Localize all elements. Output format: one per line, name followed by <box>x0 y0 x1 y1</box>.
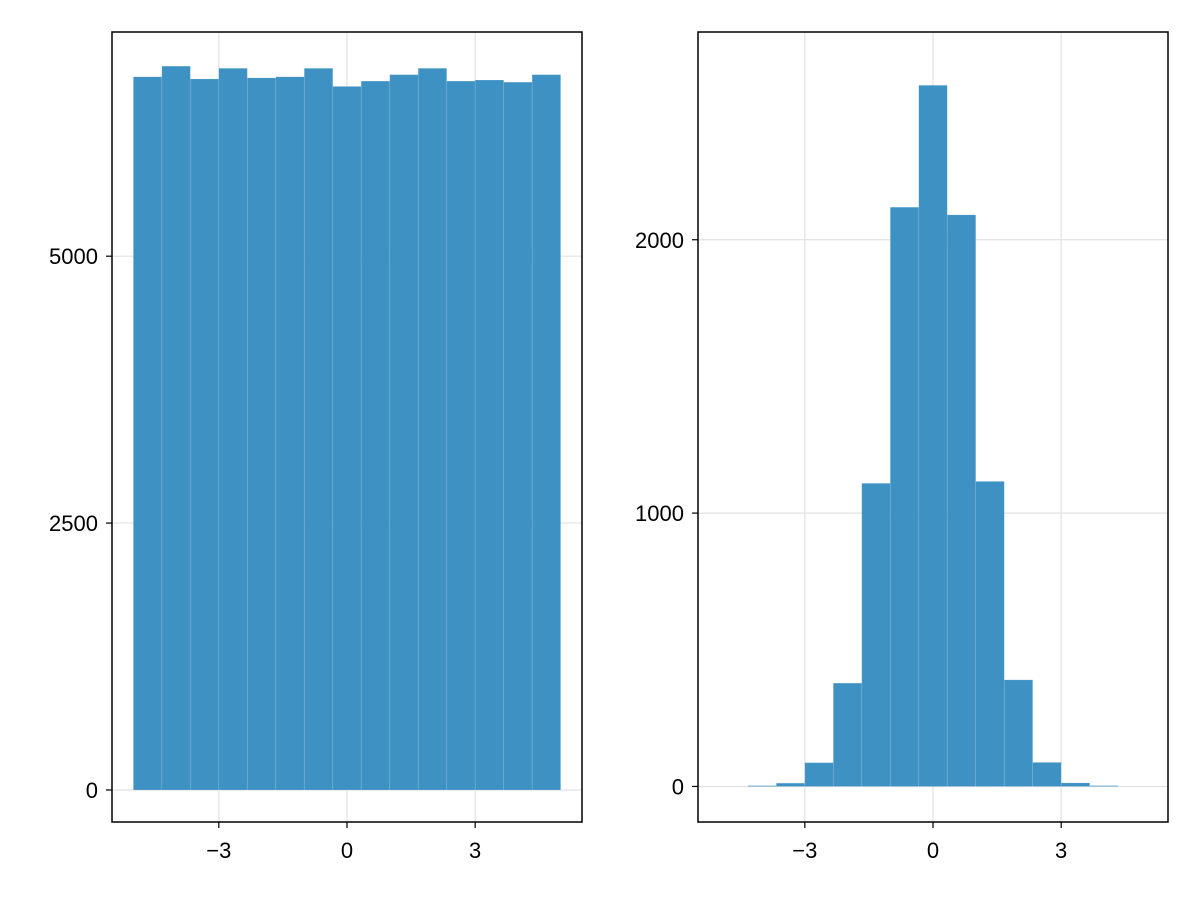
left-histogram-bar <box>161 65 191 791</box>
left-histogram-panel: −3 0 3 0 2500 5000 <box>49 31 583 863</box>
left-histogram-bar <box>275 76 305 791</box>
left-histogram-bar <box>503 81 533 791</box>
right-histogram-bar <box>946 214 977 787</box>
right-histogram-bar <box>975 480 1005 787</box>
left-histogram-y-axis: 0 2500 5000 <box>49 244 112 803</box>
right-histogram-x-tick-label: 3 <box>1055 838 1067 863</box>
left-histogram-x-tick-label: 3 <box>469 838 481 863</box>
right-histogram-bar <box>1003 679 1034 787</box>
left-histogram-bar <box>246 77 277 791</box>
left-histogram-bar <box>189 78 220 791</box>
left-histogram-bar <box>132 76 163 791</box>
left-histogram-x-tick-label: −3 <box>206 838 231 863</box>
left-histogram-bar <box>360 80 391 791</box>
right-histogram-panel: −3 0 3 0 1000 2000 <box>635 31 1169 863</box>
left-histogram-bar <box>474 79 505 791</box>
right-histogram-bar <box>775 782 806 787</box>
left-histogram-y-tick-label: 0 <box>86 778 98 803</box>
left-histogram-bar <box>531 74 562 791</box>
left-histogram-bar <box>303 67 334 791</box>
right-histogram-y-tick-label: 2000 <box>635 228 684 253</box>
right-histogram-y-axis: 0 1000 2000 <box>635 228 698 799</box>
right-histogram-bar <box>1032 762 1062 787</box>
left-histogram-x-axis: −3 0 3 <box>206 822 481 863</box>
left-histogram-bar <box>446 80 476 791</box>
right-histogram-bar <box>804 762 834 787</box>
right-histogram-y-tick-label: 0 <box>672 774 684 799</box>
right-histogram-x-tick-label: 0 <box>927 838 939 863</box>
left-histogram-x-tick-label: 0 <box>341 838 353 863</box>
left-histogram-bar <box>218 67 248 791</box>
left-histogram-bar <box>332 86 362 791</box>
right-histogram-bar <box>1060 782 1091 787</box>
right-histogram-bar <box>918 84 948 787</box>
right-histogram-bar <box>1089 785 1119 787</box>
right-histogram-bars <box>747 84 1119 787</box>
right-histogram-bar <box>747 785 777 787</box>
right-histogram-y-tick-label: 1000 <box>635 501 684 526</box>
left-histogram-bars <box>132 65 562 791</box>
right-histogram-bar <box>832 682 863 787</box>
left-histogram-bar <box>389 74 419 791</box>
right-histogram-x-axis: −3 0 3 <box>792 822 1067 863</box>
right-histogram-x-tick-label: −3 <box>792 838 817 863</box>
right-histogram-bar <box>861 482 891 787</box>
left-histogram-y-tick-label: 5000 <box>49 244 98 269</box>
left-histogram-bar <box>417 67 448 791</box>
left-histogram-y-tick-label: 2500 <box>49 511 98 536</box>
right-histogram-bar <box>889 206 920 787</box>
